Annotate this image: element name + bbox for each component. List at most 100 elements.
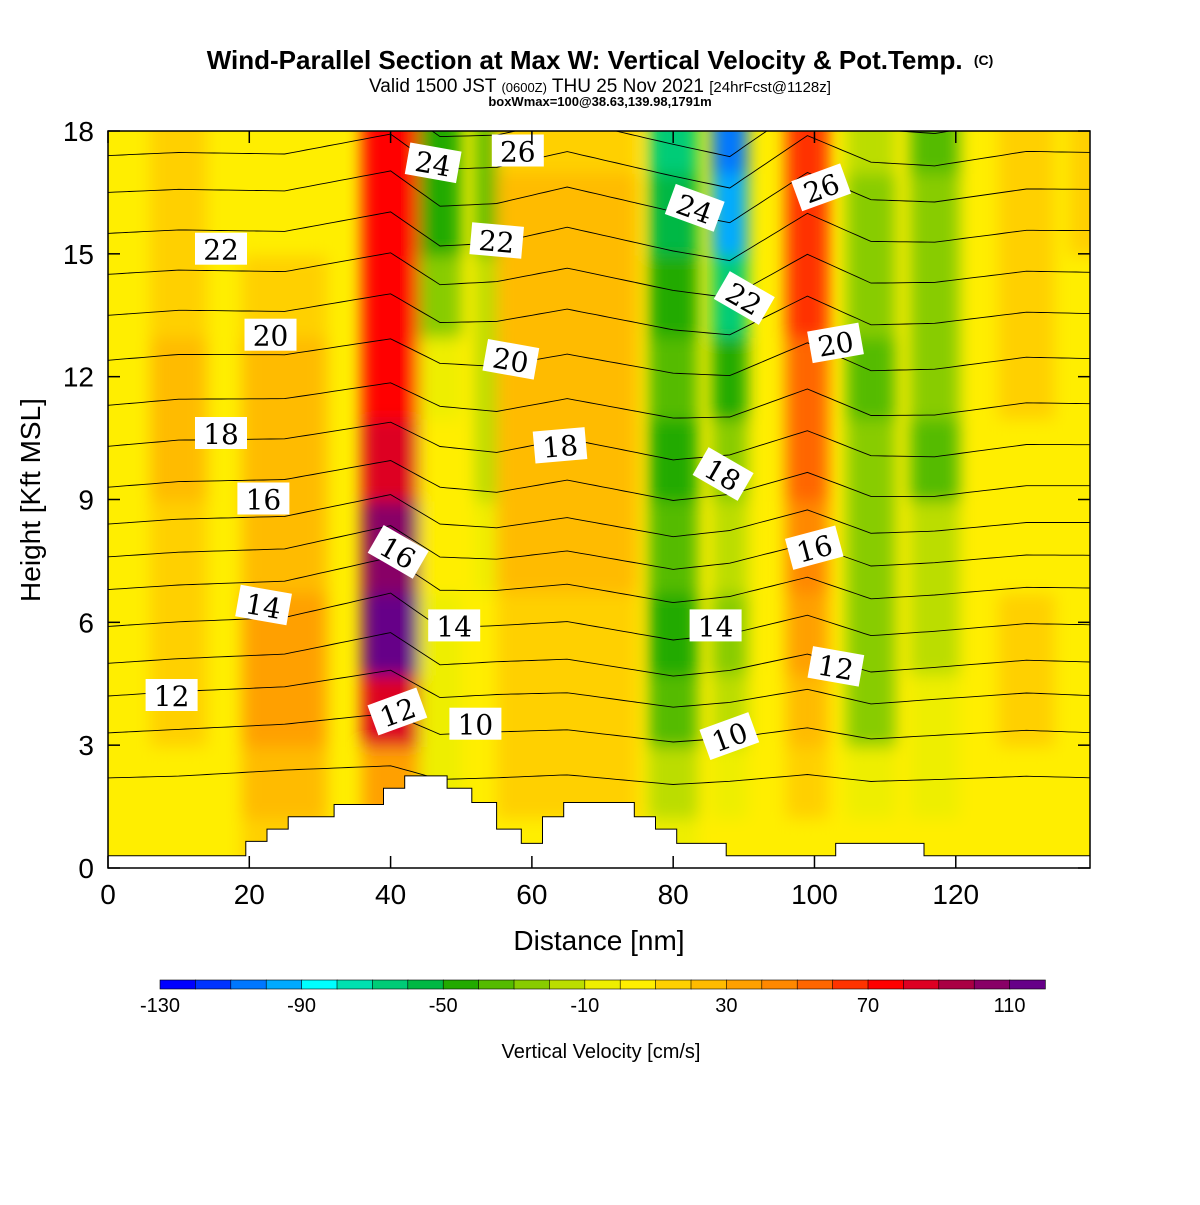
theta-label-box xyxy=(491,134,544,167)
velocity-cell xyxy=(242,671,327,748)
velocity-cell xyxy=(712,131,748,174)
colorbar-swatch xyxy=(549,979,586,990)
velocity-cell xyxy=(1068,415,1090,502)
theta-label-box xyxy=(713,271,775,325)
velocity-cell xyxy=(909,743,960,819)
velocity-cell xyxy=(108,743,137,819)
velocity-cell xyxy=(998,251,1055,338)
velocity-cell xyxy=(846,131,896,174)
y-tick-label: 15 xyxy=(63,239,94,270)
velocity-cell xyxy=(1068,743,1090,819)
colorbar-swatch xyxy=(655,979,692,990)
colorbar-swatch xyxy=(407,979,444,990)
theta-label: 20 xyxy=(482,339,540,380)
theta-label-box xyxy=(532,427,588,464)
x-tick-label: 100 xyxy=(791,879,838,910)
colorbar-swatch xyxy=(478,979,515,990)
velocity-cell xyxy=(998,131,1055,174)
y-tick-label: 9 xyxy=(78,485,94,516)
velocity-cell xyxy=(648,497,698,594)
theta-label-text: 20 xyxy=(815,325,856,364)
colorbar-swatch xyxy=(336,979,374,990)
x-tick-label: 20 xyxy=(234,879,265,910)
theta-label-box xyxy=(195,232,247,265)
theta-contour-line xyxy=(108,669,1090,708)
colorbar-swatch xyxy=(1009,979,1046,990)
colorbar-swatch xyxy=(867,979,905,990)
velocity-cell xyxy=(786,415,829,502)
theta-contour-line xyxy=(108,338,1090,377)
colorbar-swatch xyxy=(159,979,197,990)
y-tick-label: 3 xyxy=(78,730,94,761)
theta-label: 22 xyxy=(469,222,524,260)
theta-label-text: 20 xyxy=(490,341,531,380)
colorbar-tick-label: 30 xyxy=(715,995,737,1017)
theta-label-box xyxy=(784,525,844,570)
velocity-cell xyxy=(418,497,462,594)
x-tick-label: 80 xyxy=(658,879,689,910)
x-tick-label: 60 xyxy=(516,879,547,910)
theta-label-text: 10 xyxy=(458,709,494,742)
colorbar-swatch xyxy=(265,979,303,990)
theta-label-box xyxy=(404,142,462,184)
theta-contour-line xyxy=(108,382,1090,419)
theta-label-box xyxy=(367,687,428,736)
velocity-cell xyxy=(1068,497,1090,594)
colorbar-swatch xyxy=(513,979,551,990)
theta-label-box xyxy=(195,417,247,449)
velocity-cell xyxy=(998,671,1055,748)
velocity-cell xyxy=(496,497,638,594)
theta-label-text: 24 xyxy=(412,145,453,184)
colorbar-swatch xyxy=(584,979,621,990)
theta-label-box xyxy=(664,183,725,232)
theta-contour-line xyxy=(108,712,1090,743)
theta-label: 12 xyxy=(807,646,865,687)
theta-label: 20 xyxy=(244,318,297,353)
velocity-cell xyxy=(1068,589,1090,676)
theta-label-box xyxy=(807,322,864,364)
theta-contour-line xyxy=(108,293,1090,336)
velocity-cell xyxy=(998,743,1055,819)
colorbar-swatch xyxy=(832,979,869,990)
colorbar-swatch xyxy=(619,979,657,990)
velocity-cell xyxy=(909,415,960,502)
colorbar-swatch xyxy=(230,979,267,990)
y-tick-label: 0 xyxy=(78,853,94,884)
velocity-cell xyxy=(362,333,419,420)
theta-label-box xyxy=(807,646,865,687)
colorbar-tick-label: -130 xyxy=(140,995,180,1017)
chart-title: Wind-Parallel Section at Max W: Vertical… xyxy=(207,45,994,75)
theta-label: 14 xyxy=(235,584,292,626)
theta-label: 16 xyxy=(237,482,290,517)
velocity-cell xyxy=(909,497,960,594)
theta-label-box xyxy=(428,609,481,642)
y-axis: 0 3 6 9 12 15 18 xyxy=(63,116,1090,884)
theta-label-box xyxy=(237,482,290,515)
theta-label-box xyxy=(791,163,852,212)
velocity-cell xyxy=(418,251,462,338)
velocity-cell xyxy=(108,251,137,338)
theta-label-box xyxy=(235,584,292,626)
theta-label: 14 xyxy=(689,609,742,643)
theta-label-text: 14 xyxy=(698,610,734,643)
valid-prefix: Valid 1500 JST xyxy=(369,76,497,97)
theta-label-box xyxy=(449,707,502,740)
title-main: Wind-Parallel Section at Max W: Vertical… xyxy=(207,45,963,75)
velocity-cell xyxy=(108,131,137,174)
velocity-cell xyxy=(150,497,207,594)
theta-label: 24 xyxy=(404,142,462,184)
theta-label: 18 xyxy=(532,427,588,465)
theta-label-text: 22 xyxy=(203,234,239,267)
y-axis-label: Height [Kft MSL] xyxy=(15,398,46,602)
colorbar xyxy=(159,979,1046,990)
theta-label-text: 18 xyxy=(541,429,579,465)
theta-label-box xyxy=(244,318,297,351)
y-tick-label: 6 xyxy=(78,607,94,638)
velocity-cell xyxy=(846,169,896,256)
theta-label-box xyxy=(699,712,760,760)
velocity-cell xyxy=(418,333,462,420)
x-tick-label: 0 xyxy=(100,879,116,910)
colorbar-tick-label: -90 xyxy=(287,995,316,1017)
theta-contour-line xyxy=(431,131,953,158)
